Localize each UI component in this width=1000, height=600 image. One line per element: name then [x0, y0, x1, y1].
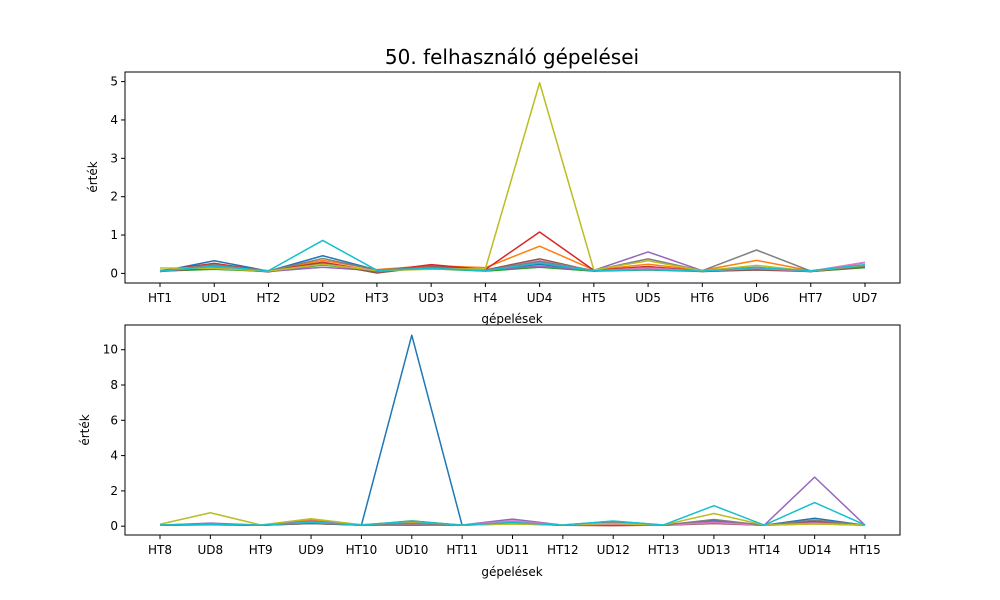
top-x-axis-label: gépelések: [481, 312, 542, 326]
bottom-x-tick-label: UD11: [496, 543, 529, 557]
top-axes-frame: [124, 71, 901, 284]
top-y-tick-label: 0: [110, 266, 118, 280]
top-x-tick-label: HT1: [148, 291, 172, 305]
bottom-y-tick-label: 4: [110, 449, 118, 463]
top-series-line-10: [159, 239, 866, 272]
top-x-tick-label: HT4: [473, 291, 497, 305]
bottom-y-tick-label: 0: [110, 519, 118, 533]
bottom-x-tick-label: UD13: [697, 543, 730, 557]
bottom-x-axis-label: gépelések: [481, 565, 542, 579]
top-x-tick-label: HT5: [582, 291, 606, 305]
bottom-x-tick-label: HT9: [249, 543, 273, 557]
top-x-tick-label: HT2: [256, 291, 280, 305]
bottom-x-tick-label: HT13: [648, 543, 680, 557]
bottom-x-tick-label: UD10: [395, 543, 428, 557]
bottom-y-tick-label: 2: [110, 484, 118, 498]
top-x-tick-label: UD4: [527, 291, 553, 305]
top-x-tick-label: HT7: [799, 291, 823, 305]
bottom-y-tick-label: 8: [110, 378, 118, 392]
top-y-tick-label: 2: [110, 190, 118, 204]
bottom-subplot: HT8 UD8 HT9 UD9 HT10 UD10 HT11 UD11 HT12 UD12 HT13…: [78, 324, 901, 579]
bottom-y-ticks: 0 2 4 6 8 10: [103, 343, 125, 533]
top-x-tick-label: UD7: [852, 291, 878, 305]
top-x-tick-label: HT6: [690, 291, 714, 305]
bottom-x-ticks: HT8 UD8 HT9 UD9 HT10 UD10 HT11 UD11 HT12 UD12 HT13…: [148, 535, 881, 557]
bottom-x-tick-label: UD9: [298, 543, 324, 557]
bottom-series-line-9: [159, 512, 866, 526]
chart-title: 50. felhasználó gépelései: [385, 45, 639, 69]
bottom-series-lines: [159, 334, 866, 527]
bottom-y-tick-label: 6: [110, 413, 118, 427]
bottom-series-line-10: [159, 501, 866, 526]
bottom-x-tick-label: HT8: [148, 543, 172, 557]
top-x-tick-label: HT3: [365, 291, 389, 305]
top-x-tick-label: UD3: [418, 291, 444, 305]
bottom-x-tick-label: HT10: [346, 543, 378, 557]
bottom-x-tick-label: HT12: [547, 543, 579, 557]
bottom-x-tick-label: HT14: [748, 543, 780, 557]
top-x-tick-label: UD5: [635, 291, 661, 305]
top-x-tick-label: UD1: [201, 291, 227, 305]
bottom-axes-frame: [124, 324, 901, 536]
bottom-x-tick-label: UD8: [198, 543, 224, 557]
bottom-y-axis-label: érték: [78, 414, 92, 445]
bottom-x-tick-label: UD14: [798, 543, 831, 557]
bottom-y-tick-label: 10: [103, 343, 118, 357]
bottom-x-tick-label: UD12: [597, 543, 630, 557]
top-x-ticks: HT1 UD1 HT2 UD2 HT3 UD3 HT4 UD4 HT5 UD5 HT6 UD6 HT7 U…: [148, 283, 878, 305]
top-y-tick-label: 5: [110, 75, 118, 89]
bottom-x-tick-label: HT15: [849, 543, 881, 557]
top-y-ticks: 0 1 2 3 4 5: [110, 75, 125, 280]
top-y-axis-label: érték: [86, 161, 100, 192]
top-series-line-9: [159, 81, 866, 272]
top-x-tick-label: UD6: [744, 291, 770, 305]
top-x-tick-label: UD2: [310, 291, 336, 305]
bottom-x-tick-label: HT11: [446, 543, 478, 557]
top-y-tick-label: 4: [110, 113, 118, 127]
top-subplot: HT1 UD1 HT2 UD2 HT3 UD3 HT4 UD4 HT5 UD5 HT6 UD6 HT7 U…: [86, 71, 901, 326]
top-y-tick-label: 3: [110, 151, 118, 165]
top-series-lines: [159, 81, 866, 274]
top-series-line-8: [159, 249, 866, 272]
top-y-tick-label: 1: [110, 228, 118, 242]
